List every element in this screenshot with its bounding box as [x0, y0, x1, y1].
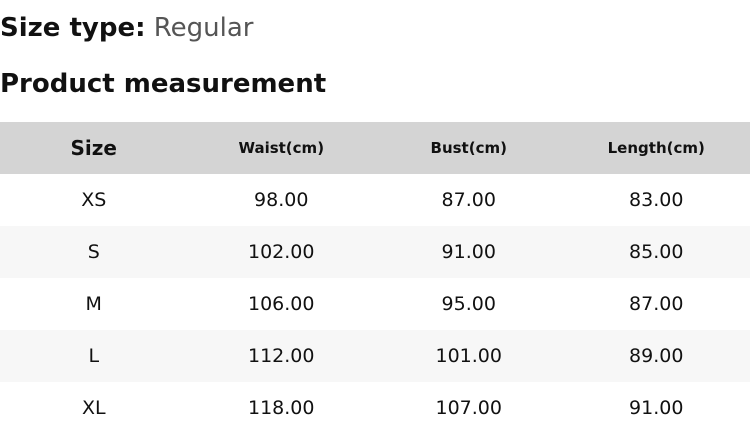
cell-length: 89.00 [629, 345, 684, 367]
measurement-table: Size Waist(cm) Bust(cm) Length(cm) XS 98.… [0, 122, 750, 434]
table-header-row: Size Waist(cm) Bust(cm) Length(cm) [0, 122, 750, 174]
cell-size: M [85, 293, 102, 315]
cell-size: XS [81, 189, 107, 211]
table-row: XS 98.00 87.00 83.00 [0, 174, 750, 226]
header-length: Length(cm) [607, 139, 705, 157]
header-size: Size [70, 136, 117, 160]
cell-bust: 107.00 [435, 397, 502, 419]
header-bust: Bust(cm) [430, 139, 507, 157]
cell-bust: 91.00 [441, 241, 496, 263]
cell-waist: 102.00 [248, 241, 315, 263]
cell-bust: 101.00 [435, 345, 502, 367]
cell-waist: 112.00 [248, 345, 315, 367]
cell-bust: 95.00 [441, 293, 496, 315]
size-type-value: Regular [153, 13, 254, 43]
table-row: S 102.00 91.00 85.00 [0, 226, 750, 278]
cell-bust: 87.00 [441, 189, 496, 211]
cell-waist: 118.00 [248, 397, 315, 419]
cell-size: XL [81, 397, 106, 419]
cell-size: S [87, 241, 100, 263]
section-title: Product measurement [0, 69, 327, 99]
cell-size: L [88, 345, 100, 367]
cell-waist: 98.00 [254, 189, 309, 211]
table-row: M 106.00 95.00 87.00 [0, 278, 750, 330]
cell-length: 83.00 [629, 189, 684, 211]
cell-waist: 106.00 [248, 293, 315, 315]
table-row: XL 118.00 107.00 91.00 [0, 382, 750, 434]
header-waist: Waist(cm) [238, 139, 325, 157]
cell-length: 91.00 [629, 397, 684, 419]
cell-length: 85.00 [629, 241, 684, 263]
cell-length: 87.00 [629, 293, 684, 315]
size-type: Size type: Regular [0, 11, 253, 45]
table-row: L 112.00 101.00 89.00 [0, 330, 750, 382]
size-type-label: Size type: [0, 13, 146, 43]
